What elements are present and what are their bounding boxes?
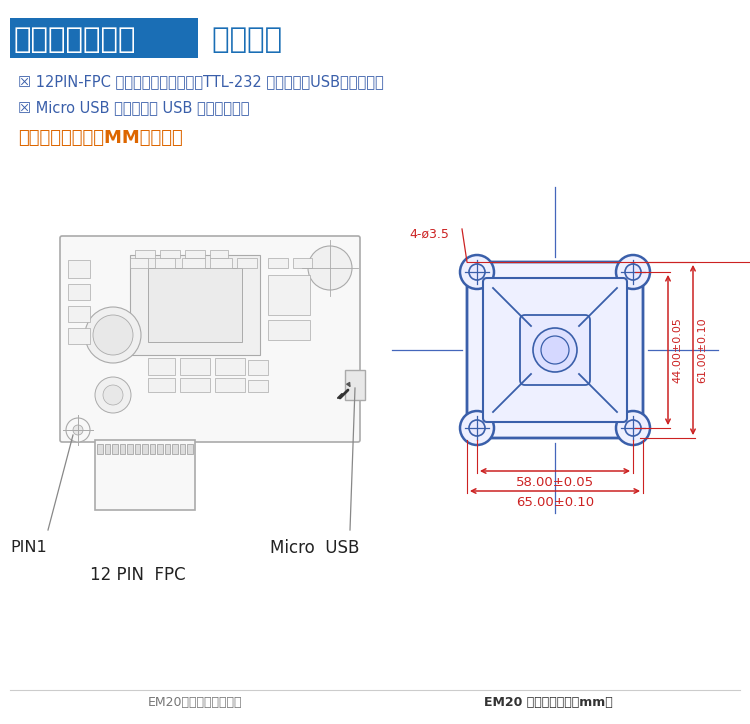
Bar [127, 444, 133, 454]
Bar [237, 258, 257, 268]
Bar [130, 255, 260, 355]
Bar [293, 258, 312, 268]
Text: 4-ø3.5: 4-ø3.5 [409, 227, 448, 240]
Bar [148, 358, 175, 375]
Text: EM20解码板上的接口图: EM20解码板上的接口图 [148, 696, 242, 709]
Bar [68, 306, 90, 322]
Circle shape [66, 418, 90, 442]
Bar [104, 444, 110, 454]
Circle shape [616, 411, 650, 445]
Circle shape [73, 425, 83, 435]
Text: 61.00±0.10: 61.00±0.10 [697, 317, 707, 383]
FancyBboxPatch shape [60, 236, 360, 442]
Text: PIN1: PIN1 [10, 541, 46, 555]
Bar [248, 380, 268, 392]
Circle shape [533, 328, 577, 372]
Bar [97, 444, 103, 454]
Bar [155, 258, 175, 268]
Bar [215, 378, 245, 392]
Circle shape [625, 264, 641, 280]
Bar [180, 378, 210, 392]
Text: ☒ 12PIN-FPC 可被复用为两种形式：TTL-232 通讯形式和USB通讯形式。: ☒ 12PIN-FPC 可被复用为两种形式：TTL-232 通讯形式和USB通讯… [18, 75, 384, 90]
Text: ☒ Micro USB 仅作为标准 USB 接口使用。。: ☒ Micro USB 仅作为标准 USB 接口使用。。 [18, 101, 250, 116]
FancyBboxPatch shape [467, 262, 643, 438]
Circle shape [469, 264, 485, 280]
Bar [268, 275, 310, 315]
Text: 便于安装: 便于安装 [202, 26, 282, 54]
Bar [119, 444, 125, 454]
Bar [268, 320, 310, 340]
Circle shape [616, 255, 650, 289]
Bar [248, 360, 268, 375]
Bar [172, 444, 178, 454]
Text: 12 PIN  FPC: 12 PIN FPC [90, 566, 186, 584]
Text: 65.00±0.10: 65.00±0.10 [516, 496, 594, 509]
FancyBboxPatch shape [520, 315, 590, 385]
Bar [135, 250, 155, 258]
Bar [187, 444, 193, 454]
FancyBboxPatch shape [10, 18, 198, 58]
Bar [185, 250, 205, 258]
Circle shape [93, 315, 133, 355]
Circle shape [469, 420, 485, 436]
Bar [182, 258, 205, 268]
Bar [179, 444, 185, 454]
Bar [68, 260, 90, 278]
Bar [149, 444, 155, 454]
Circle shape [460, 411, 494, 445]
Bar [215, 358, 245, 375]
Text: 注：所有单位均为MM（毫米）: 注：所有单位均为MM（毫米） [18, 129, 183, 147]
Bar [345, 370, 365, 400]
Bar [180, 358, 210, 375]
Bar [157, 444, 163, 454]
Bar [95, 440, 195, 510]
Circle shape [460, 255, 494, 289]
Bar [68, 284, 90, 300]
Bar [148, 378, 175, 392]
FancyBboxPatch shape [483, 278, 627, 422]
Circle shape [95, 377, 131, 413]
Bar [134, 444, 140, 454]
Bar [268, 258, 288, 268]
Bar [210, 250, 228, 258]
Bar [164, 444, 170, 454]
Bar [112, 444, 118, 454]
Bar [210, 258, 232, 268]
Circle shape [308, 246, 352, 290]
Bar [68, 328, 90, 344]
Bar [148, 268, 242, 342]
Circle shape [85, 307, 141, 363]
Circle shape [625, 420, 641, 436]
Text: Micro  USB: Micro USB [270, 539, 359, 557]
Text: EM20 前视图（单位：mm）: EM20 前视图（单位：mm） [484, 696, 612, 709]
Circle shape [541, 336, 569, 364]
Bar [160, 250, 180, 258]
Text: 体积小、功能大: 体积小、功能大 [14, 26, 136, 54]
Bar [130, 258, 148, 268]
Text: 44.00±0.05: 44.00±0.05 [672, 317, 682, 383]
Bar [142, 444, 148, 454]
Circle shape [103, 385, 123, 405]
Text: 58.00±0.05: 58.00±0.05 [516, 476, 594, 489]
